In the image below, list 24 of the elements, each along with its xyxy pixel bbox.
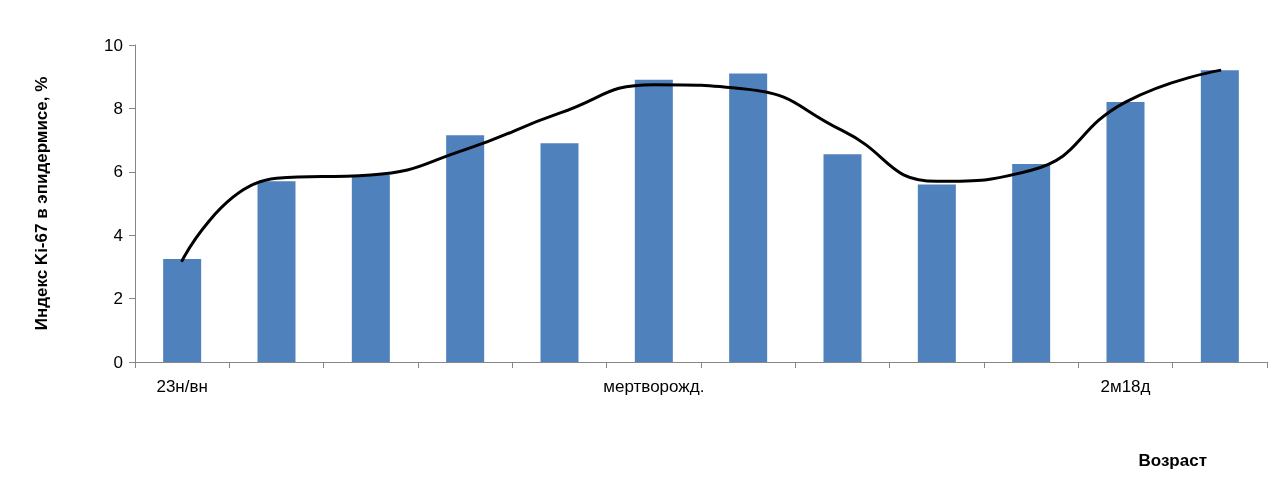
bar xyxy=(917,184,956,362)
x-tick-label: мертворожд. xyxy=(603,377,705,396)
x-tick-label: 2м18д xyxy=(1100,377,1151,396)
line-series xyxy=(180,68,1222,263)
bar xyxy=(257,181,296,362)
bar xyxy=(446,135,485,362)
bar xyxy=(351,174,390,362)
y-tick-label: 0 xyxy=(113,352,123,372)
y-tick-label: 8 xyxy=(113,98,123,118)
bar xyxy=(1106,102,1145,362)
y-axis-title: Индекс Ki-67 в эпидермисе, % xyxy=(32,76,51,331)
x-axis-title: Возраст xyxy=(1138,451,1207,470)
bar xyxy=(1200,70,1239,362)
bar xyxy=(1012,163,1051,362)
y-tick-label: 6 xyxy=(113,162,123,182)
bar xyxy=(634,79,673,362)
y-tick-label: 10 xyxy=(104,35,123,55)
bar xyxy=(163,258,202,362)
y-tick-label: 2 xyxy=(113,289,123,309)
bar xyxy=(823,154,862,362)
y-tick-label: 4 xyxy=(113,225,123,245)
bar xyxy=(540,143,579,362)
bar xyxy=(729,73,768,362)
x-tick-label: 23н/вн xyxy=(156,377,208,396)
